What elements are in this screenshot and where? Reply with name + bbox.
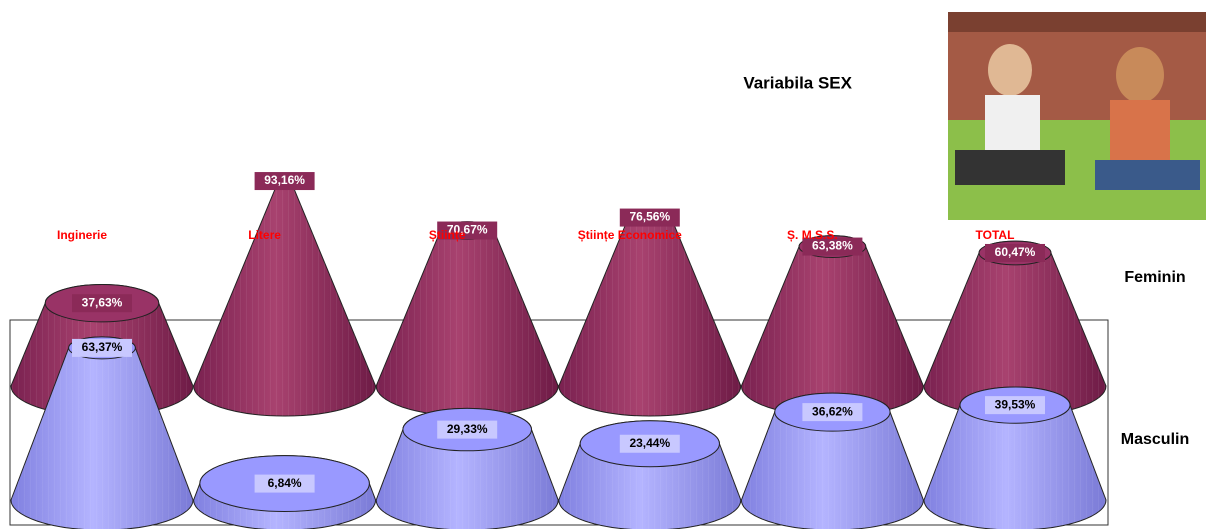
cone-stripes xyxy=(376,221,559,417)
value-label-bg xyxy=(985,396,1045,415)
value-label-bg xyxy=(619,434,680,453)
value-label-bg xyxy=(619,208,680,227)
category-label: Ș. M.S.S. xyxy=(787,228,838,242)
value-label: 70,67% xyxy=(447,223,488,237)
value-label: 36,62% xyxy=(812,404,853,418)
chart-title: Variabila SEX xyxy=(743,73,852,92)
value-label-bg xyxy=(72,338,132,357)
value-label-bg xyxy=(437,420,498,439)
cone-stripes xyxy=(11,336,193,529)
cone-stripes xyxy=(741,393,924,529)
value-label: 37,63% xyxy=(82,295,123,309)
cone xyxy=(558,420,742,529)
cone-stripes xyxy=(741,235,924,417)
value-label: 76,56% xyxy=(629,210,670,224)
photo xyxy=(948,12,1206,220)
cone-stripes xyxy=(558,210,741,417)
cone xyxy=(740,392,924,529)
cone xyxy=(923,386,1107,529)
cone xyxy=(193,178,377,417)
value-label-bg xyxy=(254,172,315,191)
legend-label: Feminin xyxy=(1124,269,1185,286)
value-label: 23,44% xyxy=(629,436,670,450)
value-label-bg xyxy=(437,221,498,240)
value-label: 63,37% xyxy=(82,340,123,354)
category-label: Litere xyxy=(248,228,281,242)
cone-stripes xyxy=(924,386,1106,529)
cone xyxy=(375,221,559,417)
category-label: Inginerie xyxy=(57,228,107,242)
value-label: 6,84% xyxy=(268,476,302,490)
value-label: 63,38% xyxy=(812,239,853,253)
value-label-bg xyxy=(802,403,863,422)
category-label: Științe Economice xyxy=(578,228,682,242)
cone xyxy=(10,336,194,529)
value-label: 39,53% xyxy=(995,397,1036,411)
value-label: 93,16% xyxy=(264,173,305,187)
plot-frame xyxy=(9,319,1109,526)
legend-label: Masculin xyxy=(1121,431,1189,448)
value-label-bg xyxy=(985,243,1045,262)
value-label-bg xyxy=(72,294,132,313)
category-label: TOTAL xyxy=(976,228,1015,242)
value-label-bg xyxy=(802,237,863,256)
value-label-bg xyxy=(254,474,315,493)
category-label: Științe xyxy=(429,228,466,242)
value-label: 60,47% xyxy=(995,245,1036,259)
cone-stripes xyxy=(924,241,1106,416)
cone xyxy=(740,235,924,417)
cone-stripes xyxy=(193,178,376,417)
value-label: 29,33% xyxy=(447,422,488,436)
cone xyxy=(923,240,1107,417)
